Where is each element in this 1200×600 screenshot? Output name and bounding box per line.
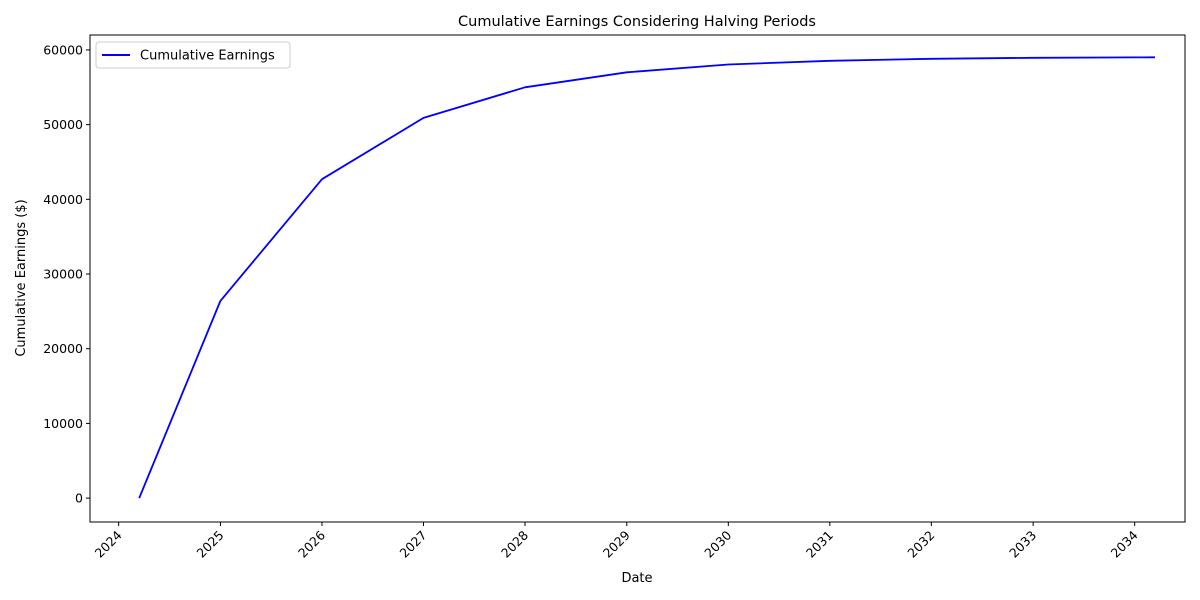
y-tick-label: 60000 xyxy=(43,42,83,57)
legend: Cumulative Earnings xyxy=(95,41,291,69)
legend-box xyxy=(95,41,291,69)
y-tick-label: 10000 xyxy=(43,416,83,431)
plot-series xyxy=(138,56,1156,499)
y-tick-label: 20000 xyxy=(43,341,83,356)
y-axis-label: Cumulative Earnings ($) xyxy=(14,199,29,356)
plot-frame xyxy=(89,34,1186,523)
legend-label: Cumulative Earnings xyxy=(140,49,275,64)
y-axis-ticks: 0 10000 20000 30000 40000 50000 60000 xyxy=(43,42,90,506)
chart-title: Cumulative Earnings Considering Halving … xyxy=(458,14,816,30)
series-line-cumulative-earnings xyxy=(138,56,1156,499)
y-tick-label: 50000 xyxy=(43,117,83,132)
y-tick-label: 30000 xyxy=(43,267,83,282)
y-tick-label: 0 xyxy=(75,491,83,506)
y-tick-label: 40000 xyxy=(43,192,83,207)
x-axis-label: Date xyxy=(621,571,652,586)
